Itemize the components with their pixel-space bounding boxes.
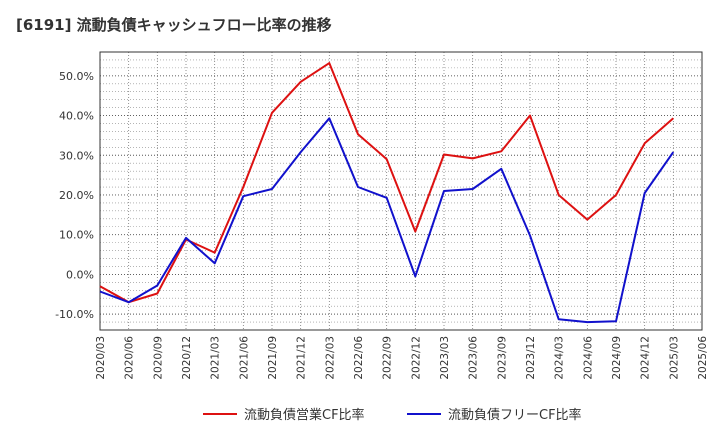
plot-area xyxy=(100,52,702,330)
x-tick-label: 2020/06 xyxy=(124,336,136,380)
x-tick-label: 2020/03 xyxy=(95,336,107,380)
legend-label-1: 流動負債営業CF比率 xyxy=(244,407,365,423)
x-tick-label: 2022/03 xyxy=(324,336,336,380)
x-tick-label: 2023/06 xyxy=(468,336,480,380)
x-tick-label: 2024/06 xyxy=(582,336,594,380)
x-tick-label: 2022/09 xyxy=(382,336,394,380)
y-tick-label: 40.0% xyxy=(59,110,94,123)
legend-label-2: 流動負債フリーCF比率 xyxy=(448,407,582,423)
y-tick-label: 50.0% xyxy=(59,70,94,83)
y-tick-label: 20.0% xyxy=(59,189,94,202)
series-line-2 xyxy=(99,117,675,324)
y-tick-label: 10.0% xyxy=(59,229,94,242)
x-tick-label: 2025/06 xyxy=(697,336,709,380)
x-tick-label: 2023/03 xyxy=(439,336,451,380)
x-tick-label: 2020/12 xyxy=(181,336,193,380)
x-tick-label: 2022/12 xyxy=(410,336,422,380)
x-tick-label: 2021/06 xyxy=(238,336,250,380)
x-tick-label: 2024/09 xyxy=(611,336,623,380)
chart-title: [6191] 流動負債キャッシュフロー比率の推移 xyxy=(16,16,332,34)
y-tick-label: 30.0% xyxy=(59,149,94,162)
x-tick-label: 2021/09 xyxy=(267,336,279,380)
x-tick-label: 2020/09 xyxy=(152,336,164,380)
x-tick-label: 2025/03 xyxy=(668,336,680,380)
x-tick-label: 2021/12 xyxy=(296,336,308,380)
x-tick-label: 2023/09 xyxy=(496,336,508,380)
series-line-1 xyxy=(99,62,674,304)
y-tick-label: 0.0% xyxy=(66,268,94,281)
x-tick-label: 2023/12 xyxy=(525,336,537,380)
x-tick-label: 2021/03 xyxy=(210,336,222,380)
plot-border xyxy=(99,51,703,331)
x-tick-label: 2024/03 xyxy=(554,336,566,380)
x-tick-label: 2024/12 xyxy=(640,336,652,380)
y-tick-label: -10.0% xyxy=(55,308,94,321)
x-tick-label: 2022/06 xyxy=(353,336,365,380)
